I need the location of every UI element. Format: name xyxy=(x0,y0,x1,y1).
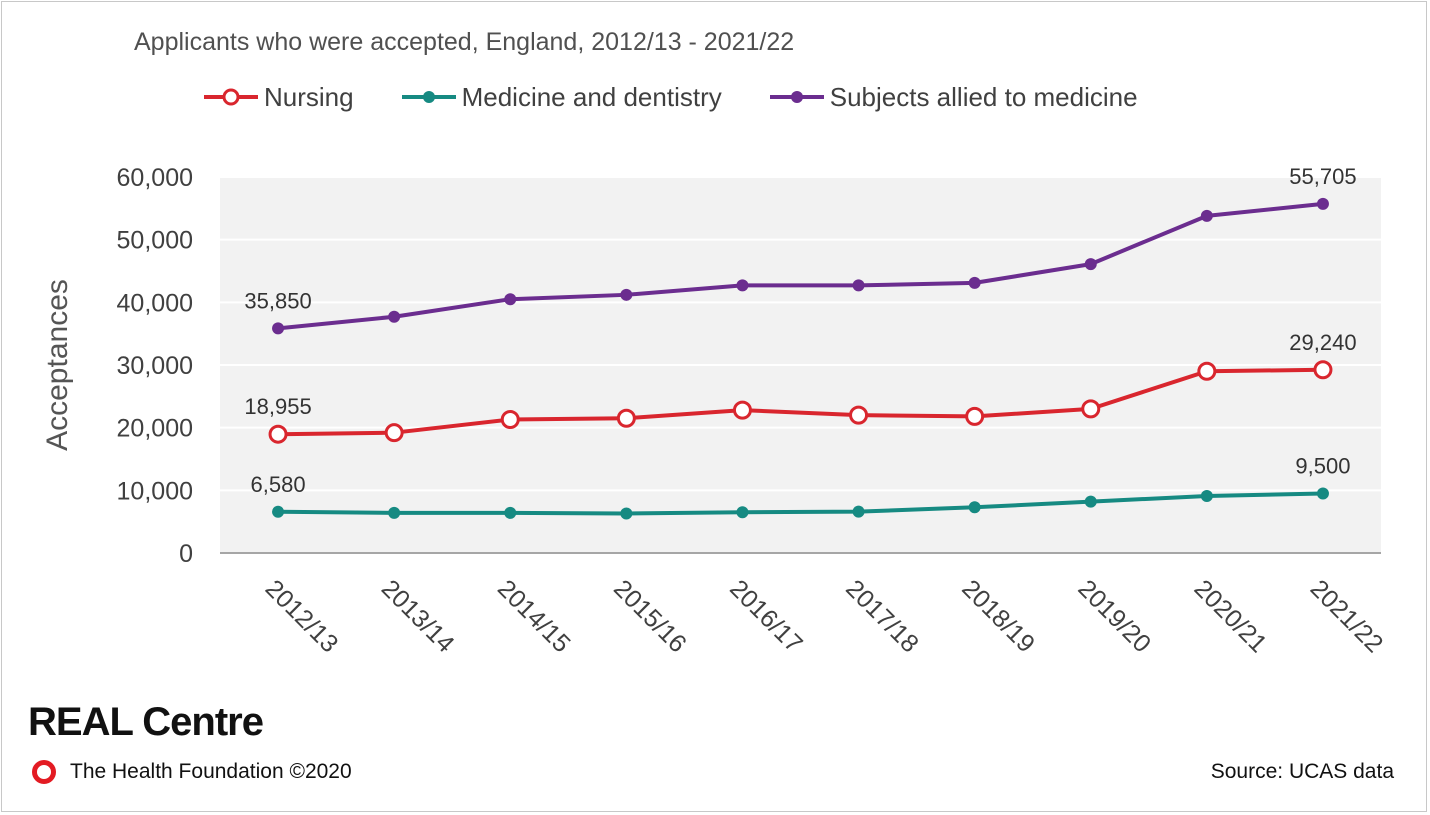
series-line-medicine xyxy=(276,491,1325,516)
data-point-medicine xyxy=(1200,489,1213,502)
data-point-allied xyxy=(620,288,633,301)
data-point-medicine xyxy=(968,501,981,514)
data-label-allied: 55,705 xyxy=(1289,164,1356,189)
data-point-medicine xyxy=(504,506,517,519)
data-point-allied xyxy=(736,279,749,292)
data-label-medicine: 9,500 xyxy=(1295,453,1350,478)
data-point-allied xyxy=(1084,258,1097,271)
x-tick-label: 2014/15 xyxy=(492,574,576,658)
legend-swatch-medicine xyxy=(401,91,456,103)
x-tick-label: 2017/18 xyxy=(840,574,924,658)
data-point-nursing xyxy=(616,408,636,428)
data-label-medicine: 6,580 xyxy=(251,472,306,497)
y-tick-label: 40,000 xyxy=(117,289,193,317)
legend-item-nursing: Nursing xyxy=(204,82,354,113)
legend: Nursing Medicine and dentistry Subjects … xyxy=(204,80,1186,114)
data-point-medicine xyxy=(1084,495,1097,508)
data-label-allied: 35,850 xyxy=(244,288,311,313)
y-tick-label: 0 xyxy=(179,540,193,568)
source-note: Source: UCAS data xyxy=(1210,760,1394,783)
x-tick-label: 2020/21 xyxy=(1189,574,1273,658)
legend-label-nursing: Nursing xyxy=(264,81,354,112)
data-point-nursing xyxy=(1197,361,1217,381)
series-line-allied xyxy=(276,201,1325,331)
data-point-medicine xyxy=(852,505,865,518)
y-tick-label: 10,000 xyxy=(117,477,193,505)
y-axis-title: Acceptances xyxy=(41,279,74,451)
x-tick-label: 2021/22 xyxy=(1305,574,1389,658)
chart-title: Applicants who were accepted, England, 2… xyxy=(134,28,795,56)
x-tick-label: 2019/20 xyxy=(1073,574,1157,658)
data-point-nursing xyxy=(268,424,288,444)
y-tick-label: 60,000 xyxy=(117,164,193,192)
data-point-nursing xyxy=(732,400,752,420)
data-point-medicine xyxy=(388,506,401,519)
foundation-text: The Health Foundation ©2020 xyxy=(70,760,352,783)
data-point-allied xyxy=(852,279,865,292)
line-chart: 0 10,000 20,000 30,000 40,000 50,000 60,000 Acc… xyxy=(41,164,1389,658)
x-tick-label: 2013/14 xyxy=(376,574,460,658)
data-point-nursing xyxy=(384,423,404,443)
data-point-medicine xyxy=(620,507,633,520)
x-tick-label: 2015/16 xyxy=(608,574,692,658)
data-label-nursing: 29,240 xyxy=(1289,330,1356,355)
data-point-allied xyxy=(1200,209,1213,222)
legend-swatch-nursing xyxy=(204,88,258,106)
legend-label-medicine: Medicine and dentistry xyxy=(461,81,722,112)
data-point-nursing xyxy=(1313,360,1333,380)
brand-logo-text: REAL Centre xyxy=(28,700,264,744)
data-point-nursing xyxy=(965,406,985,426)
data-point-allied xyxy=(388,310,401,323)
data-point-allied xyxy=(1316,197,1329,210)
data-point-medicine xyxy=(1316,487,1329,500)
data-label-nursing: 18,955 xyxy=(244,394,311,419)
data-point-nursing xyxy=(1081,399,1101,419)
data-point-nursing xyxy=(849,405,869,425)
x-tick-label: 2012/13 xyxy=(260,574,344,658)
data-point-allied xyxy=(504,293,517,306)
legend-label-allied: Subjects allied to medicine xyxy=(829,81,1138,112)
x-tick-label: 2016/17 xyxy=(724,574,808,658)
data-point-medicine xyxy=(736,506,749,519)
data-point-nursing xyxy=(500,410,520,430)
y-tick-label: 30,000 xyxy=(117,352,193,380)
series-line-nursing xyxy=(276,367,1325,437)
y-tick-label: 50,000 xyxy=(117,227,193,255)
legend-item-allied: Subjects allied to medicine xyxy=(769,81,1138,113)
foundation-credit: The Health Foundation ©2020 xyxy=(32,760,352,784)
legend-item-medicine: Medicine and dentistry xyxy=(401,81,722,113)
x-tick-label: 2018/19 xyxy=(956,574,1040,658)
legend-swatch-allied xyxy=(769,91,824,103)
data-point-medicine xyxy=(272,505,285,518)
data-point-allied xyxy=(968,276,981,289)
health-foundation-ring-icon xyxy=(32,760,56,784)
y-tick-label: 20,000 xyxy=(117,415,193,443)
data-point-allied xyxy=(272,322,285,335)
